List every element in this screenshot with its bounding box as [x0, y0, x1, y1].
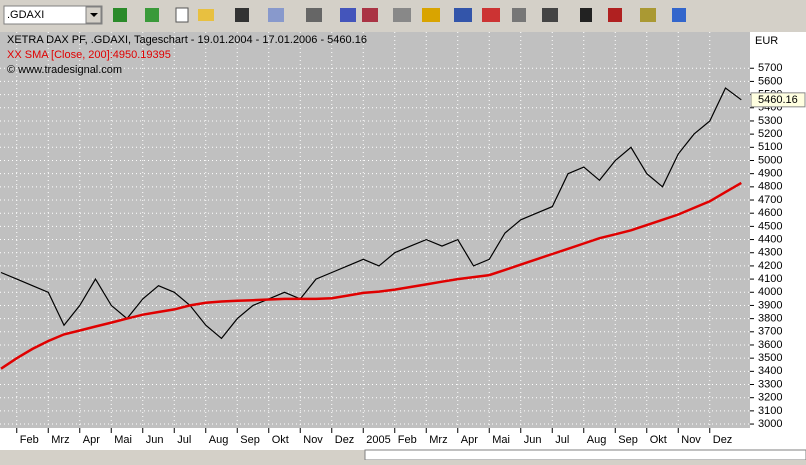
icon-button[interactable]	[268, 8, 284, 22]
y-tick-label: 3200	[758, 392, 782, 404]
icon-button[interactable]	[580, 8, 592, 22]
icon-button[interactable]	[393, 8, 411, 22]
icon-button[interactable]	[362, 8, 378, 22]
y-tick-label: 4800	[758, 181, 782, 193]
x-tick-label: Nov	[681, 434, 701, 446]
x-tick-label: Dez	[713, 434, 733, 446]
status-box	[364, 449, 806, 461]
y-tick-label: 5100	[758, 141, 782, 153]
y-tick-label: 5200	[758, 128, 782, 140]
last-price-box	[750, 92, 806, 108]
y-tick-label: 5700	[758, 62, 782, 74]
series-line	[0, 87, 742, 340]
symbol-combo[interactable]	[3, 5, 103, 25]
y-tick-label: 4000	[758, 286, 782, 298]
y-tick-label: 3800	[758, 313, 782, 325]
icon-button[interactable]	[422, 8, 440, 22]
x-tick-label: Apr	[83, 434, 100, 446]
x-tick-label: Nov	[303, 434, 323, 446]
y-tick-label: 3000	[758, 418, 782, 430]
x-tick-label: Dez	[335, 434, 355, 446]
x-tick-label: Jul	[177, 434, 191, 446]
y-tick-label: 3600	[758, 339, 782, 351]
x-tick-label: Jun	[146, 434, 164, 446]
icon-button[interactable]	[306, 8, 322, 22]
icon-button[interactable]	[113, 8, 127, 22]
combo-arrow	[90, 13, 98, 17]
y-tick-label: 4700	[758, 194, 782, 206]
y-tick-label: 4200	[758, 260, 782, 272]
copyright: © www.tradesignal.com	[7, 64, 122, 76]
x-tick-label: Aug	[587, 434, 607, 446]
x-tick-label: Jun	[524, 434, 542, 446]
y-tick-label: 4300	[758, 247, 782, 259]
x-tick-label: Mai	[492, 434, 510, 446]
toolbar-icons	[113, 7, 686, 23]
x-tick-label: Okt	[650, 434, 667, 446]
x-tick-label: Okt	[272, 434, 289, 446]
y-tick-label: 4400	[758, 233, 782, 245]
x-tick-label: Aug	[209, 434, 229, 446]
y-tick-label: 3900	[758, 299, 782, 311]
x-tick-label: Mai	[114, 434, 132, 446]
icon-button[interactable]	[672, 8, 686, 22]
y-tick-label: 5600	[758, 75, 782, 87]
y-tick-label: 4500	[758, 220, 782, 232]
grid	[0, 32, 754, 433]
y-tick-label: 3100	[758, 405, 782, 417]
icon-button[interactable]	[512, 8, 526, 22]
y-tick-label: 4900	[758, 168, 782, 180]
icon-button[interactable]	[175, 7, 189, 23]
y-tick-label: 3300	[758, 378, 782, 390]
icon-button[interactable]	[482, 8, 500, 22]
x-tick-label: Sep	[618, 434, 638, 446]
icon-button[interactable]	[608, 8, 622, 22]
y-tick-label: 3400	[758, 365, 782, 377]
x-tick-label: Jul	[555, 434, 569, 446]
x-tick-label: 2005	[366, 434, 390, 446]
legend-price: XETRA DAX PF, .GDAXI, Tageschart - 19.01…	[7, 34, 367, 46]
marks	[0, 87, 742, 370]
y-axis-label: EUR	[755, 35, 778, 47]
series-line	[0, 181, 742, 370]
x-tick-label: Mrz	[51, 434, 69, 446]
x-tick-label: Feb	[398, 434, 417, 446]
x-tick-label: Apr	[461, 434, 478, 446]
last-price-label: 5460.16	[758, 94, 798, 106]
plot-area	[0, 32, 750, 428]
icon-button[interactable]	[198, 9, 214, 21]
y-tick-label: 5300	[758, 115, 782, 127]
icon-button[interactable]	[454, 8, 472, 22]
icon-button[interactable]	[235, 8, 249, 22]
x-tick-label: Mrz	[429, 434, 447, 446]
symbol-text: .GDAXI	[7, 9, 44, 21]
y-tick-label: 4100	[758, 273, 782, 285]
x-tick-label: Sep	[240, 434, 260, 446]
y-tick-label: 4600	[758, 207, 782, 219]
legend-sma: XX SMA [Close, 200]:4950.19395	[7, 49, 171, 61]
x-tick-label: Feb	[20, 434, 39, 446]
icon-button[interactable]	[145, 8, 159, 22]
icon-button[interactable]	[340, 8, 356, 22]
y-tick-label: 5000	[758, 154, 782, 166]
y-tick-label: 3700	[758, 326, 782, 338]
x-axis-area	[0, 428, 806, 450]
icon-button[interactable]	[542, 8, 558, 22]
icon-button[interactable]	[640, 8, 656, 22]
y-tick-label: 3500	[758, 352, 782, 364]
